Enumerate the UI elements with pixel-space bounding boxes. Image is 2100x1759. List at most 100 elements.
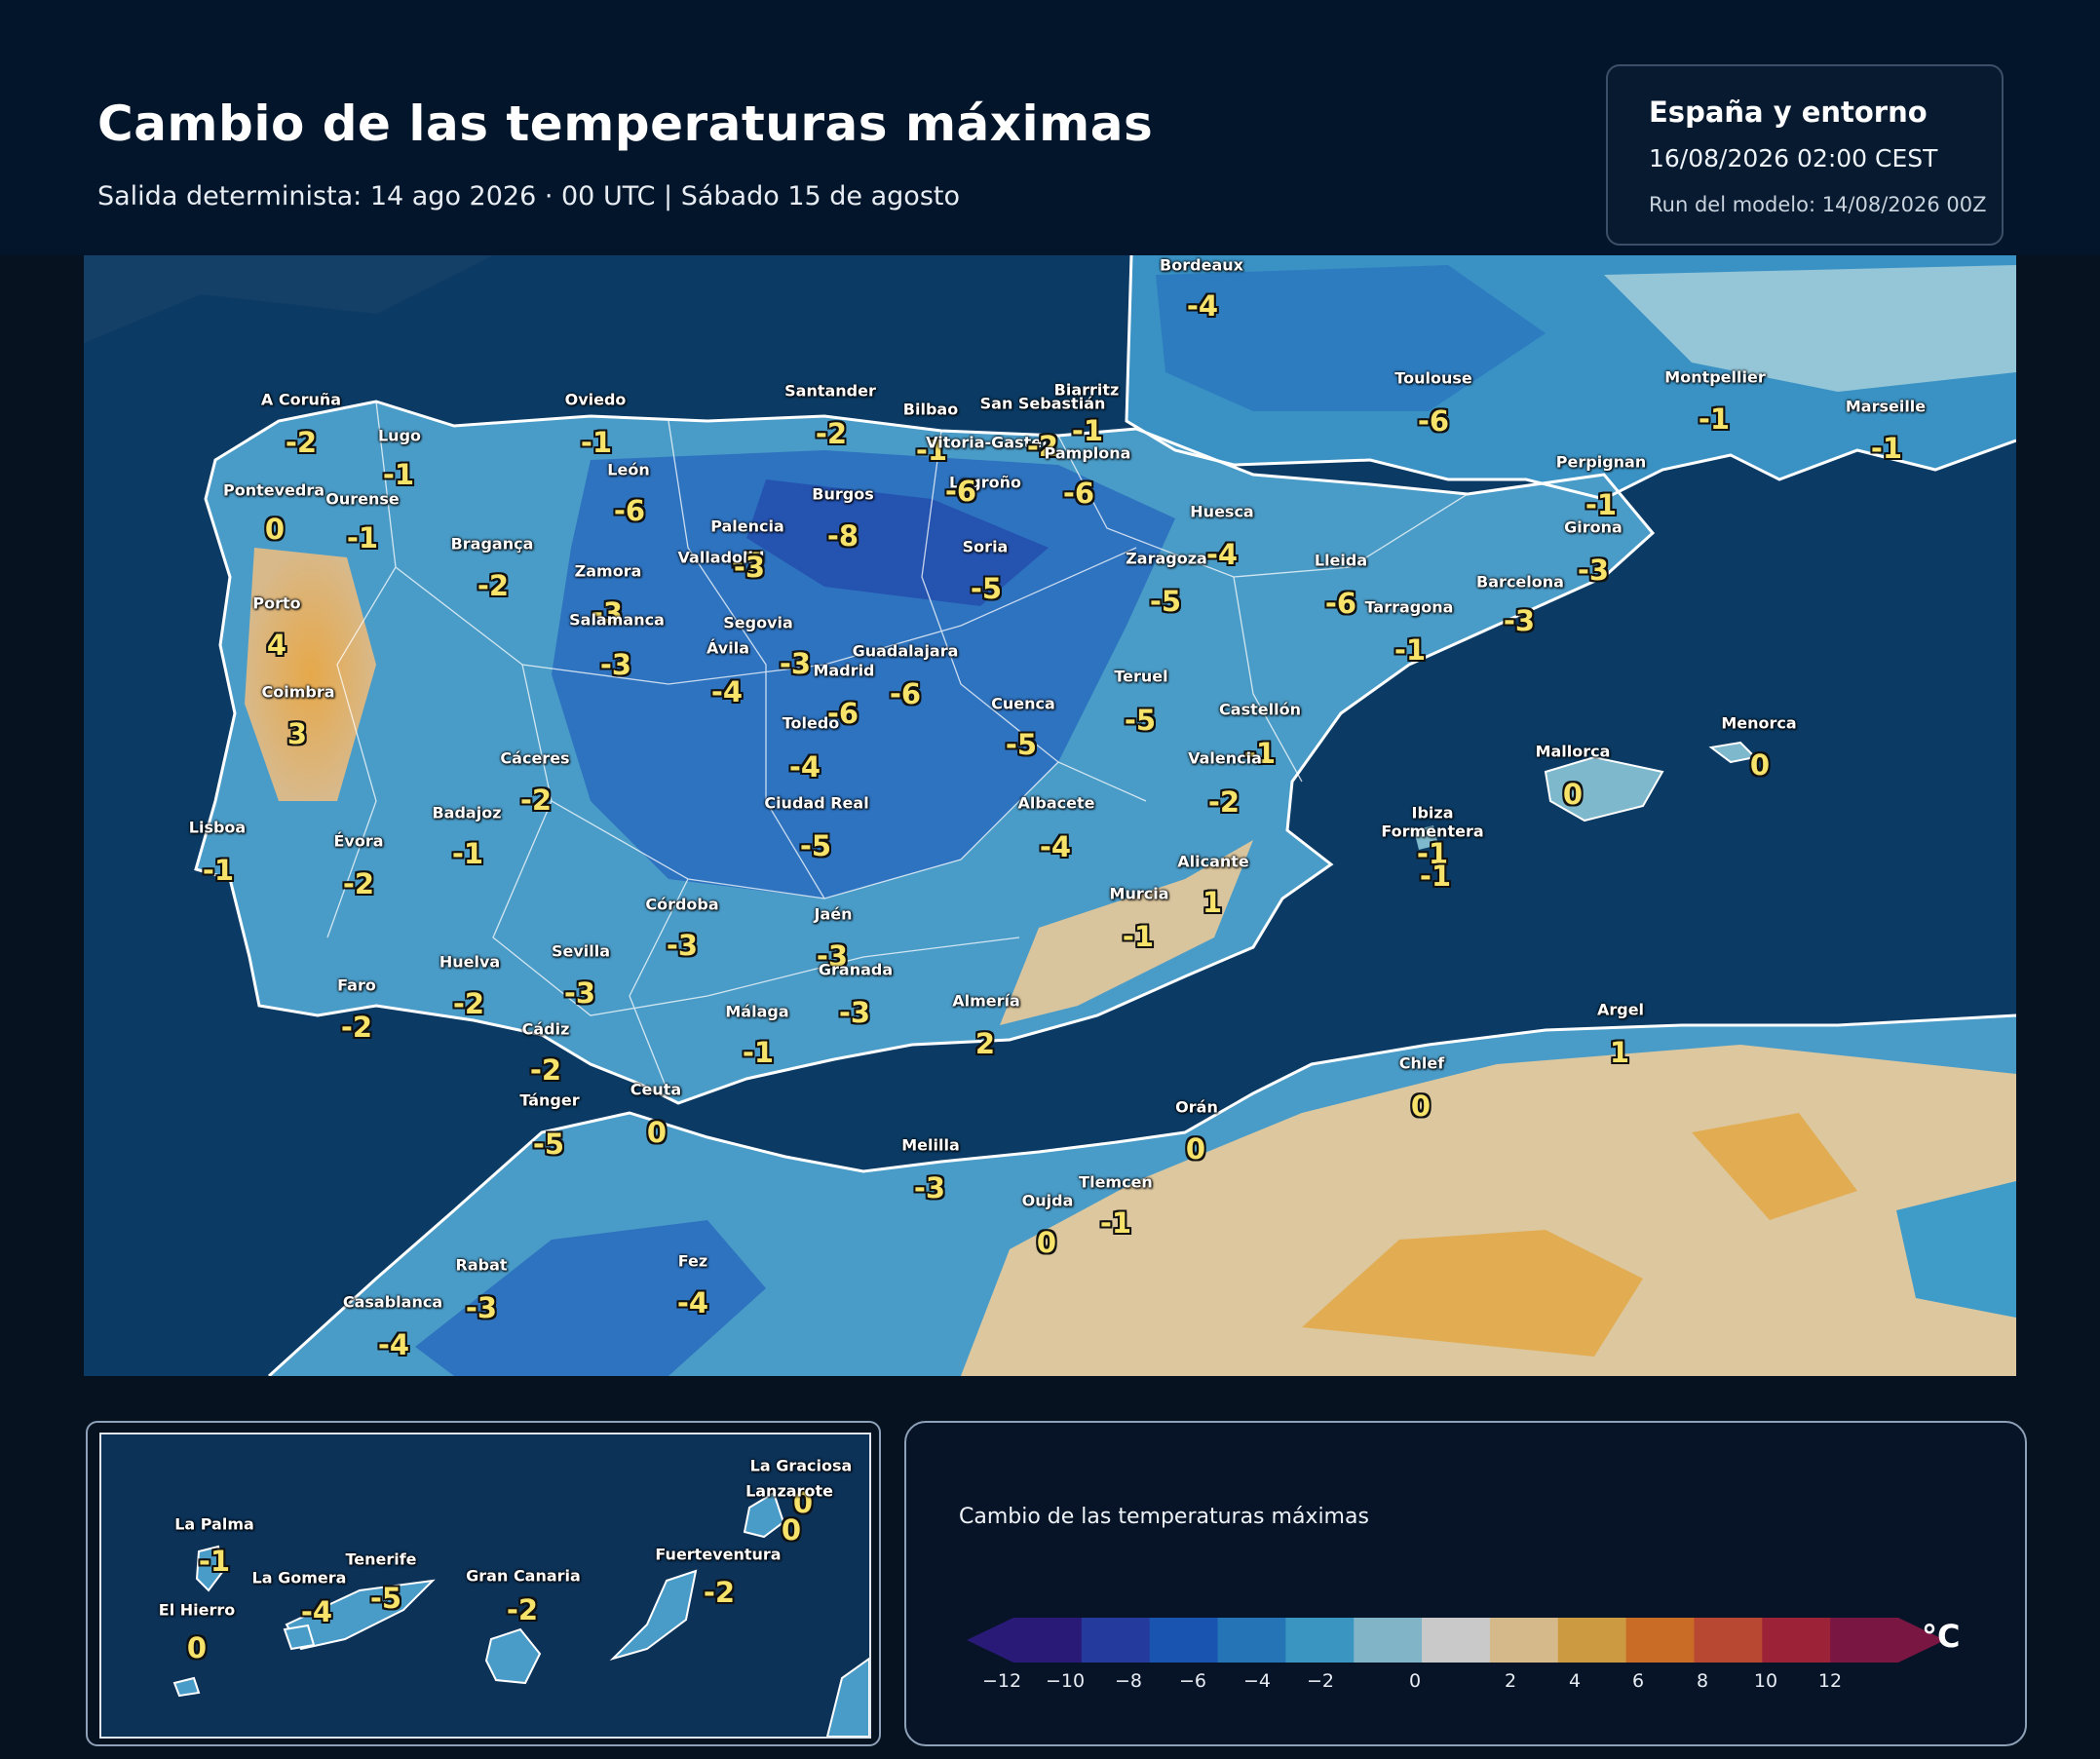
- station-name: Menorca: [1721, 713, 1797, 733]
- canarias-map[interactable]: La Graciosa 0 Lanzarote 0 La Palma -1 Tenerife…: [99, 1433, 871, 1739]
- station-value: -4: [1039, 830, 1072, 863]
- station-value: -6: [1324, 587, 1357, 620]
- la-gomera-island: [283, 1624, 316, 1651]
- legend-unit: °C: [1922, 1618, 1961, 1655]
- colorbar-tick-label: 6: [1631, 1670, 1645, 1692]
- portugal-warm-zone: [245, 548, 376, 801]
- province-borders: [326, 401, 1469, 1094]
- colorbar-tick-label: 8: [1696, 1670, 1709, 1692]
- station-value: -5: [532, 1128, 565, 1161]
- station-value: -1: [1419, 860, 1452, 893]
- station-value: -1: [915, 434, 948, 467]
- island-name: La Gomera: [251, 1568, 347, 1587]
- station-name: Salamanca: [569, 610, 665, 630]
- lanzarote-island: [743, 1491, 785, 1539]
- station-value: -3: [563, 976, 596, 1010]
- station-value: -3: [913, 1171, 946, 1205]
- station-name: Huesca: [1190, 502, 1254, 521]
- station-value: 0: [1036, 1226, 1057, 1259]
- main-map[interactable]: Bordeaux -4 A Coruña -2 Lugo -1 Oviedo -1 Santan…: [84, 255, 2016, 1376]
- island-value: 0: [792, 1486, 814, 1519]
- station-value: -6: [944, 475, 977, 508]
- island-value: -2: [703, 1576, 736, 1609]
- station-value: -1: [1122, 920, 1155, 953]
- colorbar-tick-label: −10: [1045, 1670, 1086, 1692]
- station-value: -2: [342, 867, 375, 900]
- station-value: 0: [264, 513, 286, 546]
- station-value: -5: [1124, 704, 1157, 737]
- station-value: -4: [710, 675, 744, 708]
- colorbar-tick-label: 12: [1817, 1670, 1843, 1692]
- colorbar-tick-label: 4: [1568, 1670, 1582, 1692]
- valid-time: 16/08/2026 02:00 CEST: [1649, 144, 1938, 172]
- station-name: Tlemcen: [1079, 1172, 1153, 1192]
- station-value: -4: [676, 1286, 709, 1319]
- station-name: Alicante: [1177, 852, 1249, 871]
- canarias-basemap: [101, 1434, 869, 1737]
- station-name: Argel: [1596, 1000, 1645, 1019]
- model-run: Run del modelo: 14/08/2026 00Z: [1649, 193, 1987, 216]
- station-value: -2: [1207, 785, 1241, 819]
- station-name: Ibiza: [1411, 803, 1454, 822]
- station-name: Bordeaux: [1160, 255, 1243, 275]
- station-name: Madrid: [813, 661, 875, 680]
- station-name: Valladolid: [677, 548, 765, 567]
- station-value: 4: [266, 629, 287, 662]
- station-value: -3: [838, 996, 871, 1029]
- station-name: Chlef: [1398, 1053, 1445, 1073]
- colorbar-segment: [1217, 1618, 1286, 1663]
- station-name: Formentera: [1381, 822, 1484, 841]
- station-value: -5: [1149, 585, 1182, 618]
- station-name: Almería: [952, 991, 1020, 1011]
- se-coast-warm-zone: [1000, 840, 1253, 1025]
- station-value: -6: [1417, 404, 1450, 438]
- station-name: Bragança: [450, 534, 534, 554]
- colorbar-tick-label: −4: [1242, 1670, 1272, 1692]
- station-name: Oviedo: [564, 390, 627, 409]
- map-basemap: [84, 255, 2016, 1376]
- station-name: Melilla: [901, 1135, 960, 1155]
- station-value: 0: [1562, 778, 1584, 811]
- station-value: 0: [1410, 1090, 1432, 1123]
- legend-title: Cambio de las temperaturas máximas: [959, 1505, 1369, 1529]
- colorbar-segment: [1694, 1618, 1763, 1663]
- station-value: -1: [382, 458, 415, 491]
- station-value: -3: [591, 596, 624, 630]
- station-value: -1: [1071, 414, 1104, 447]
- station-value: -1: [1416, 837, 1449, 870]
- station-name: Albacete: [1017, 793, 1095, 813]
- station-name: Lleida: [1314, 551, 1368, 570]
- station-value: -1: [742, 1036, 775, 1069]
- station-name: Fez: [677, 1251, 708, 1271]
- island-name: La Palma: [174, 1514, 254, 1534]
- station-value: -4: [1186, 289, 1219, 323]
- colorbar-segment: [1285, 1618, 1355, 1663]
- station-name: Casablanca: [342, 1292, 443, 1312]
- station-name: Oujda: [1021, 1191, 1074, 1210]
- station-name: Pamplona: [1044, 443, 1131, 463]
- station-name: Coimbra: [261, 682, 335, 702]
- island-value: 0: [186, 1631, 208, 1664]
- station-name: Ávila: [706, 638, 750, 658]
- station-value: -1: [1243, 737, 1277, 770]
- colorbar-tick-label: 10: [1753, 1670, 1778, 1692]
- island-name: Tenerife: [345, 1549, 417, 1569]
- legend-colorbar: [967, 1618, 1945, 1663]
- station-name: Badajoz: [432, 803, 502, 822]
- station-value: -3: [816, 939, 849, 973]
- page-subtitle: Salida determinista: 14 ago 2026 · 00 UT…: [97, 181, 960, 211]
- station-name: Jaén: [814, 904, 853, 924]
- station-name: León: [607, 460, 650, 479]
- island-value: -4: [300, 1595, 333, 1628]
- island-name: Fuerteventura: [655, 1545, 782, 1564]
- station-value: -2: [1026, 430, 1059, 463]
- gran-canaria-island: [484, 1627, 542, 1685]
- africa-hot-zone: [1302, 1230, 1643, 1357]
- station-name: Cáceres: [500, 748, 570, 768]
- station-value: -4: [1205, 538, 1239, 571]
- station-value: -5: [1005, 728, 1038, 761]
- station-name: Vitoria-Gasteiz: [926, 433, 1056, 452]
- station-name: Zamora: [574, 561, 642, 581]
- interior-cold-zone: [746, 479, 1049, 606]
- island-name: Lanzarote: [745, 1481, 833, 1501]
